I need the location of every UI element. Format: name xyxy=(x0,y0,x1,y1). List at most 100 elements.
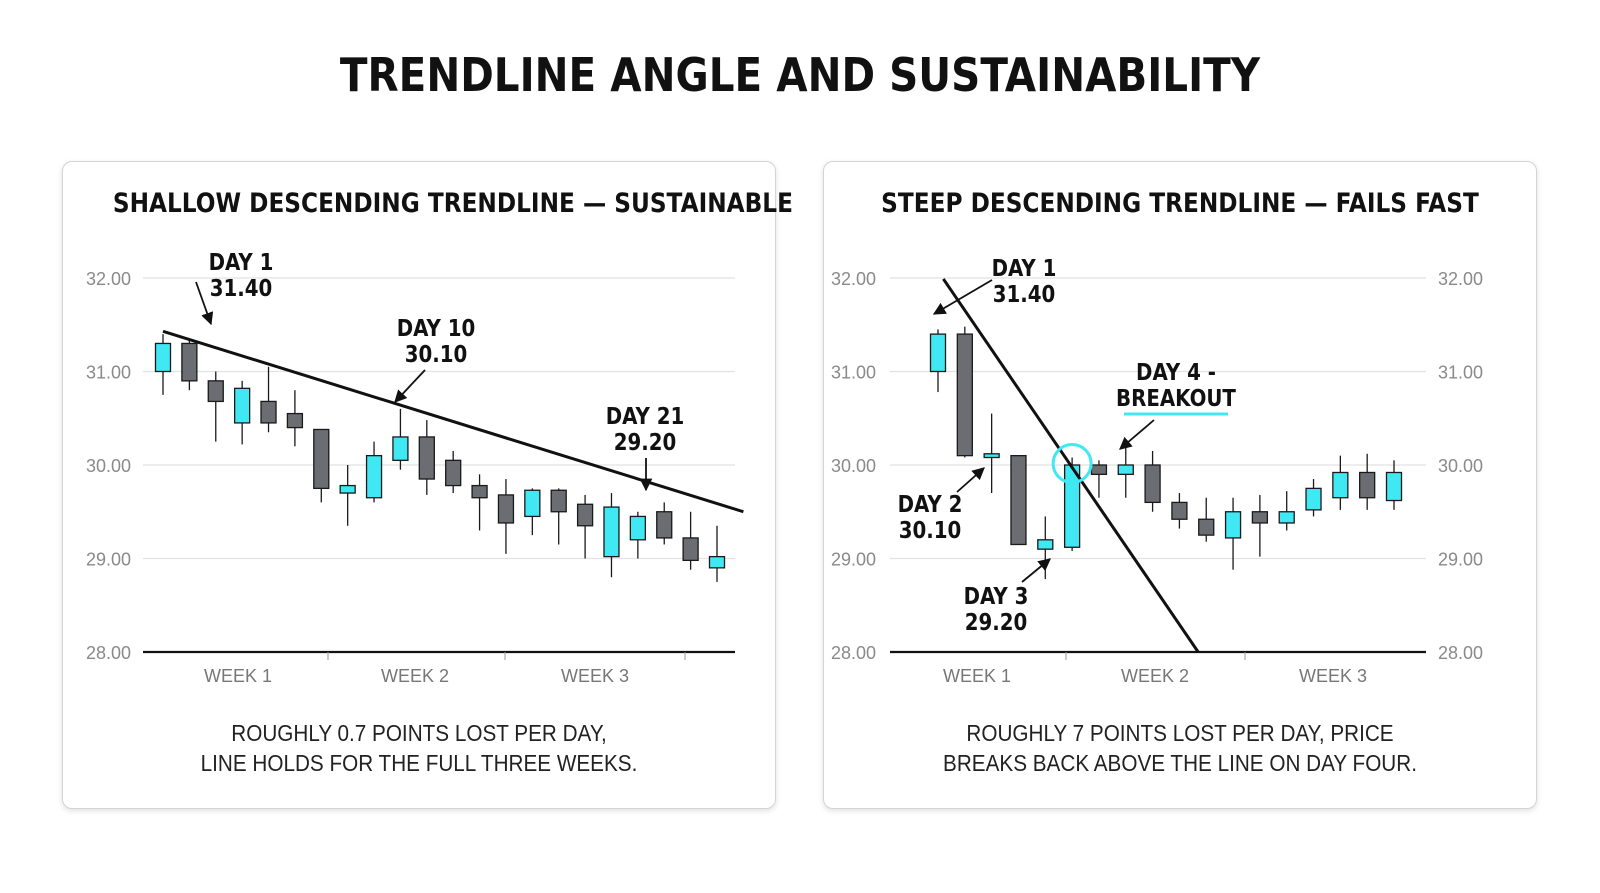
candle xyxy=(365,441,383,503)
y-tick-label: 28.00 xyxy=(86,643,131,663)
trendline xyxy=(942,278,1200,653)
candle xyxy=(313,428,330,503)
candle xyxy=(339,465,356,526)
annotation-label: 31.40 xyxy=(210,276,273,303)
candle-body-up xyxy=(629,515,647,541)
chart-panel-steep: STEEP DESCENDING TRENDLINE — FAILS FAST … xyxy=(823,161,1537,809)
candle xyxy=(1171,493,1188,529)
candle-body-down xyxy=(260,400,277,424)
candle xyxy=(1144,450,1161,512)
caption-line: ROUGHLY 0.7 POINTS LOST PER DAY, xyxy=(231,720,607,746)
candle-body-down xyxy=(682,537,699,562)
candle-body-up xyxy=(1332,471,1349,499)
y-tick-label: 32.00 xyxy=(86,269,131,289)
annotation-label: DAY 4 - xyxy=(1136,360,1216,387)
candle xyxy=(471,474,488,531)
candle xyxy=(1010,454,1027,546)
candle-body-up xyxy=(154,342,172,373)
y-tick-label: 29.00 xyxy=(831,550,876,570)
candle xyxy=(629,511,647,559)
candle-body-up xyxy=(929,333,947,373)
candle xyxy=(708,525,726,582)
annotation-arrow xyxy=(195,281,214,326)
candle xyxy=(181,338,198,391)
annotation: DAY 131.40 xyxy=(932,256,1056,315)
annotation: DAY 131.40 xyxy=(195,250,273,326)
candle xyxy=(1198,497,1215,542)
candle xyxy=(1278,491,1295,531)
candle-body-down xyxy=(1359,471,1376,499)
annotation-arrow xyxy=(956,467,985,493)
annotation: DAY 230.10 xyxy=(898,467,985,544)
annotation-label: DAY 3 xyxy=(964,584,1029,611)
candle xyxy=(286,390,304,447)
candle-body-down xyxy=(1090,464,1108,476)
candle-body-up xyxy=(1037,539,1054,550)
candle-body-up xyxy=(392,436,409,461)
candle-body-up xyxy=(524,489,541,518)
candlestick-chart-steep: 32.00 32.00 31.00 31.00 30.00 30.00 29.00 29.00… xyxy=(831,256,1483,686)
annotation: DAY 329.20 xyxy=(964,558,1051,637)
x-tick-label: WEEK 2 xyxy=(1121,666,1189,686)
candle xyxy=(1359,453,1376,510)
annotation-label: DAY 2 xyxy=(898,492,963,519)
candle xyxy=(1090,460,1108,498)
caption-line: ROUGHLY 7 POINTS LOST PER DAY, PRICE xyxy=(966,720,1394,746)
y-tick-label-right: 31.00 xyxy=(1438,363,1483,383)
caption-line: LINE HOLDS FOR THE FULL THREE WEEKS. xyxy=(200,750,638,776)
candle xyxy=(1117,444,1134,498)
candle-body-down xyxy=(445,459,462,487)
candle-body-up xyxy=(339,484,356,494)
candle xyxy=(233,380,251,445)
y-tick-label: 29.00 xyxy=(86,550,131,570)
y-tick-label-right: 32.00 xyxy=(1438,269,1483,289)
y-tick-label: 31.00 xyxy=(831,363,876,383)
candle xyxy=(1224,497,1242,570)
candle xyxy=(1037,516,1054,580)
candlestick-chart-shallow: 32.00 31.00 30.00 29.00 28.00 WEEK 1 WEEK 2 WEE… xyxy=(86,250,744,686)
candle-body-down xyxy=(1171,501,1188,520)
annotation-arrow xyxy=(394,369,426,403)
candle xyxy=(1305,479,1322,517)
y-tick-label: 28.00 xyxy=(831,643,876,663)
candle xyxy=(524,488,541,536)
candle-body-down xyxy=(1144,464,1161,504)
candle-body-down xyxy=(1198,518,1215,536)
candle xyxy=(260,366,277,433)
candle xyxy=(956,326,973,458)
candle-body-down xyxy=(576,503,594,527)
candle xyxy=(1385,460,1403,510)
candle-body-down xyxy=(956,333,973,457)
candle-body-up xyxy=(983,453,1000,459)
candle xyxy=(682,511,699,570)
candle-body-up xyxy=(1117,464,1134,476)
candle-body-up xyxy=(1224,511,1242,539)
annotation-label: DAY 10 xyxy=(397,316,476,343)
candle-body-down xyxy=(550,489,567,513)
candle xyxy=(603,493,620,578)
candle xyxy=(497,479,515,554)
candle-body-down xyxy=(1010,454,1027,546)
y-tick-label-right: 28.00 xyxy=(1438,643,1483,663)
x-tick-label: WEEK 3 xyxy=(1299,666,1367,686)
candle xyxy=(550,488,567,545)
candle xyxy=(929,329,947,393)
candle-body-up xyxy=(233,387,251,424)
y-tick-label-right: 30.00 xyxy=(1438,456,1483,476)
y-tick-label: 32.00 xyxy=(831,269,876,289)
candle xyxy=(154,334,172,395)
annotation-arrow xyxy=(1021,558,1051,583)
candle xyxy=(418,420,435,495)
chart-caption: ROUGHLY 7 POINTS LOST PER DAY, PRICE BRE… xyxy=(824,718,1536,778)
candle-body-down xyxy=(656,511,673,539)
page-title: TRENDLINE ANGLE AND SUSTAINABILITY xyxy=(339,48,1261,102)
annotation-arrow xyxy=(932,279,993,315)
x-tick-label: WEEK 1 xyxy=(204,666,272,686)
x-tick-label: WEEK 2 xyxy=(381,666,449,686)
candle xyxy=(1251,494,1269,557)
annotation-label: 29.20 xyxy=(965,610,1028,637)
x-tick-label: WEEK 3 xyxy=(561,666,629,686)
candle-body-up xyxy=(603,506,620,558)
candle-body-up xyxy=(708,555,726,569)
